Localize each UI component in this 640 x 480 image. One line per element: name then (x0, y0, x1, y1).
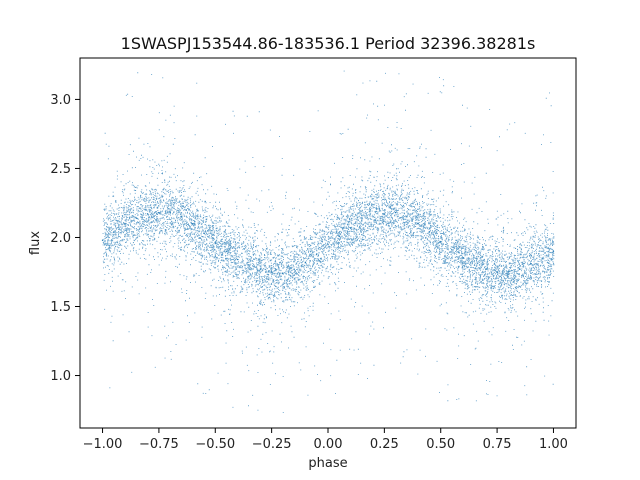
x-tick-label: 0.00 (314, 437, 343, 452)
scatter-point (552, 250, 555, 252)
scatter-point (304, 261, 307, 264)
scatter-point-cloud (102, 70, 555, 413)
data-points (101, 70, 555, 413)
scatter-point (192, 222, 194, 225)
scatter-point (214, 242, 216, 244)
scatter-point (372, 216, 374, 218)
x-axis-ticks: −1.00 −0.75 −0.50 −0.25 0.00 0.25 0.50 0.75 1.00 (83, 428, 568, 452)
scatter-point (316, 253, 318, 255)
scatter-point (496, 271, 498, 273)
scatter-point (473, 264, 476, 266)
y-tick-label: 2.5 (50, 162, 71, 177)
scatter-point (158, 211, 160, 214)
x-tick-label: 1.00 (539, 437, 568, 452)
scatter-point (180, 216, 183, 218)
scatter-point (541, 257, 543, 259)
scatter-point (169, 211, 171, 214)
scatter-point (428, 231, 431, 233)
scatter-point (361, 220, 363, 222)
x-tick-label: −0.25 (252, 437, 292, 452)
scatter-point (259, 268, 262, 270)
chart-title: 1SWASPJ153544.86-183536.1 Period 32396.3… (121, 34, 536, 53)
scatter-point (146, 213, 149, 215)
x-tick-label: −1.00 (83, 437, 123, 452)
scatter-point (406, 216, 408, 218)
scatter-point (417, 222, 419, 225)
scatter-point (394, 211, 397, 214)
y-tick-label: 3.0 (50, 93, 71, 108)
scatter-point (237, 258, 239, 261)
scatter-point (248, 264, 250, 266)
scatter-point (327, 243, 329, 246)
y-axis-label: flux (28, 231, 43, 255)
x-axis-label: phase (308, 456, 347, 471)
scatter-point (440, 240, 442, 243)
scatter-point (462, 257, 464, 259)
scatter-point (135, 217, 138, 219)
scatter-point (225, 250, 228, 252)
x-tick-label: 0.50 (426, 437, 455, 452)
y-axis-ticks: 1.0 1.5 2.0 2.5 3.0 (50, 93, 80, 384)
x-tick-label: −0.50 (195, 437, 235, 452)
scatter-point (530, 263, 532, 265)
x-tick-label: 0.75 (483, 437, 512, 452)
y-tick-label: 1.5 (50, 300, 71, 315)
scatter-point (113, 231, 115, 233)
scatter-point (124, 222, 126, 225)
scatter-point (101, 239, 104, 241)
scatter-point (282, 272, 284, 275)
scatter-point (270, 271, 273, 273)
scatter-point (338, 235, 340, 237)
scatter-point (203, 232, 205, 235)
scatter-point (383, 213, 386, 215)
scatter-point (293, 268, 295, 270)
scatter-point (485, 268, 487, 270)
scatter-point (518, 268, 521, 270)
x-tick-label: −0.75 (139, 437, 179, 452)
y-tick-label: 2.0 (50, 231, 71, 246)
scatter-point (349, 227, 352, 229)
y-tick-label: 1.0 (50, 369, 71, 384)
scatter-point (507, 271, 510, 273)
x-tick-label: 0.25 (370, 437, 399, 452)
scatter-point (451, 249, 453, 251)
